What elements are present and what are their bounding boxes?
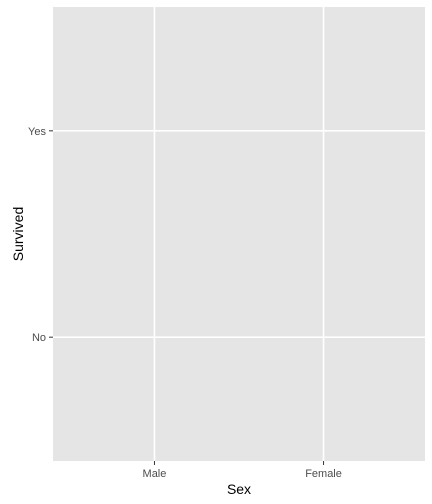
plot-panel [53,7,425,461]
y-axis: No Yes [28,126,53,344]
y-axis-title: Survived [10,207,26,261]
x-tick-label: Female [305,468,342,480]
y-tick-label: Yes [28,126,46,138]
grid-lines [53,7,425,461]
x-axis-title: Sex [227,481,251,497]
x-axis: Male Female [143,461,342,480]
y-tick-label: No [32,332,46,344]
x-tick-label: Male [143,468,167,480]
